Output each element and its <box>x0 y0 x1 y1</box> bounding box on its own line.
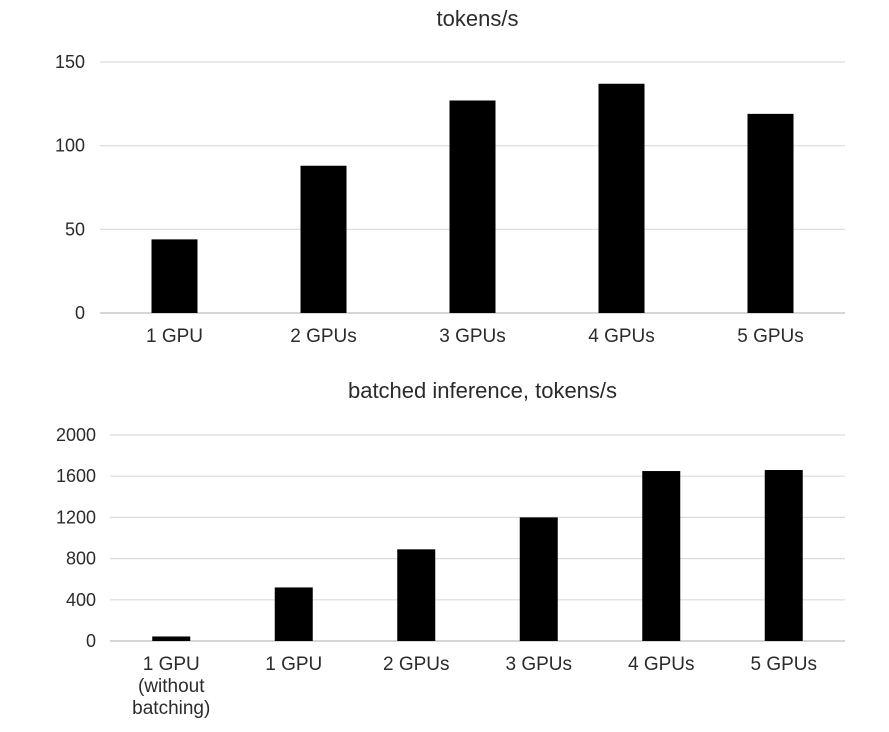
x-tick-label: 3 GPUs <box>439 326 506 347</box>
x-tick-label-line: 2 GPUs <box>290 326 357 347</box>
x-tick-label: 1 GPU (without batching) <box>132 654 210 719</box>
chart-title: batched inference, tokens/s <box>348 378 617 403</box>
bar <box>152 636 191 641</box>
x-tick-label-line: 1 GPU <box>265 654 322 675</box>
x-tick-label-line: (without <box>138 676 205 697</box>
y-tick-label: 800 <box>66 549 96 569</box>
x-tick-label: 1 GPU <box>265 654 322 675</box>
bar <box>449 100 496 313</box>
x-tick-label: 1 GPU <box>146 326 203 347</box>
x-tick-label: 2 GPUs <box>383 654 450 675</box>
x-tick-label-line: 1 GPU <box>143 654 200 675</box>
y-tick-label: 1600 <box>56 466 96 486</box>
x-tick-label: 5 GPUs <box>750 654 817 675</box>
x-tick-label-line: 5 GPUs <box>737 326 804 347</box>
x-tick-label-line: 3 GPUs <box>505 654 572 675</box>
y-tick-label: 400 <box>66 590 96 610</box>
chart-tokens-per-second: tokens/s 0 50 100 150 1 GPU 2 GPUs 3 GPUs 4 GPU… <box>55 6 845 347</box>
bar <box>764 470 803 641</box>
y-tick-label: 1200 <box>56 507 96 527</box>
bar <box>397 549 436 641</box>
y-tick-label: 100 <box>55 136 85 156</box>
x-tick-label: 4 GPUs <box>628 654 695 675</box>
x-tick-label: 2 GPUs <box>290 326 357 347</box>
bar <box>642 471 681 641</box>
x-tick-label-line: 3 GPUs <box>439 326 506 347</box>
y-tick-label: 2000 <box>56 425 96 445</box>
x-tick-label-line: 4 GPUs <box>588 326 655 347</box>
bar <box>598 83 645 314</box>
x-tick-label-line: batching) <box>132 698 210 719</box>
chart-title: tokens/s <box>437 6 519 31</box>
y-tick-label: 150 <box>55 52 85 72</box>
y-tick-label: 0 <box>86 631 96 651</box>
bar <box>747 113 794 313</box>
chart-batched-inference: batched inference, tokens/s 0 400 800 1200 1… <box>56 378 845 719</box>
x-tick-label-line: 4 GPUs <box>628 654 695 675</box>
bar <box>151 239 198 313</box>
x-tick-label-line: 5 GPUs <box>750 654 817 675</box>
y-tick-label: 0 <box>75 303 85 323</box>
x-tick-label-line: 1 GPU <box>146 326 203 347</box>
x-tick-label-line: 2 GPUs <box>383 654 450 675</box>
x-tick-label: 5 GPUs <box>737 326 804 347</box>
bar <box>519 517 558 641</box>
x-tick-label: 4 GPUs <box>588 326 655 347</box>
x-tick-label: 3 GPUs <box>505 654 572 675</box>
bar <box>300 165 347 313</box>
bar <box>274 587 313 641</box>
y-tick-label: 50 <box>65 219 85 239</box>
